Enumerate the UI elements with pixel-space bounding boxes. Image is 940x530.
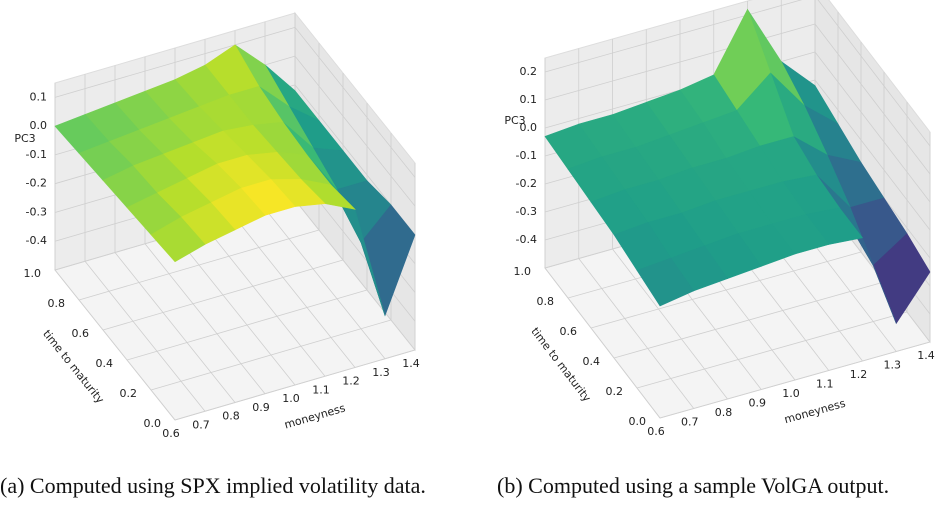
z-axis-label: PC3 bbox=[14, 132, 35, 145]
grid-line bbox=[234, 217, 356, 368]
z-tick-label: 0.0 bbox=[520, 121, 538, 134]
x-axis-label: moneyness bbox=[783, 397, 847, 427]
y-tick-label: 0.6 bbox=[560, 325, 578, 338]
x-tick-label: 1.4 bbox=[917, 349, 935, 362]
surface-patch bbox=[150, 216, 206, 263]
grid-line bbox=[78, 229, 320, 301]
grid-line bbox=[578, 258, 695, 409]
grid-line bbox=[544, 267, 661, 419]
x-tick-label: 1.2 bbox=[342, 375, 360, 388]
y-tick-label: 0.2 bbox=[120, 387, 138, 400]
grid-line bbox=[659, 341, 931, 419]
grid-line bbox=[102, 259, 344, 331]
x-tick-label: 0.6 bbox=[647, 425, 665, 438]
grid-line bbox=[817, 0, 931, 147]
x-tick-label: 1.2 bbox=[850, 368, 868, 381]
x-tick-label: 0.8 bbox=[222, 410, 240, 423]
z-tick-label: -0.1 bbox=[26, 148, 47, 161]
caption-b: (b) Computed using a sample VolGA output… bbox=[497, 473, 890, 498]
z-axis-label: PC3 bbox=[504, 114, 525, 127]
grid-line bbox=[814, 23, 931, 175]
grid-line bbox=[174, 234, 296, 386]
grid-line bbox=[294, 199, 416, 351]
x-tick-label: 0.9 bbox=[252, 401, 270, 414]
figure: 0.60.70.80.91.01.11.21.31.40.00.20.40.60… bbox=[14, 0, 935, 440]
z-tick-label: -0.3 bbox=[26, 205, 47, 218]
x-tick-label: 0.7 bbox=[681, 416, 699, 429]
grid-line bbox=[54, 269, 176, 421]
y-tick-label: 1.0 bbox=[24, 267, 42, 280]
x-tick-label: 0.7 bbox=[192, 418, 210, 431]
z-tick-label: -0.4 bbox=[26, 234, 47, 247]
grid-line bbox=[174, 349, 416, 421]
z-tick-label: 0.1 bbox=[30, 90, 48, 103]
y-tick-label: 0.0 bbox=[144, 417, 162, 430]
y-tick-label: 0.8 bbox=[48, 297, 66, 310]
x-tick-label: 0.9 bbox=[749, 397, 767, 410]
x-tick-label: 1.1 bbox=[816, 378, 834, 391]
x-tick-label: 0.6 bbox=[162, 427, 180, 440]
x-tick-label: 1.0 bbox=[282, 392, 300, 405]
grid-line bbox=[814, 79, 931, 231]
z-tick-label: 0.1 bbox=[520, 93, 538, 106]
grid-line bbox=[126, 289, 368, 361]
y-tick-label: 0.0 bbox=[629, 415, 647, 428]
grid-line bbox=[54, 27, 296, 98]
z-tick-label: -0.2 bbox=[26, 177, 47, 190]
y-tick-label: 0.4 bbox=[96, 357, 114, 370]
grid-line bbox=[294, 55, 416, 207]
grid-line bbox=[590, 251, 862, 329]
x-tick-label: 1.3 bbox=[884, 359, 902, 372]
caption-a: (a) Computed using SPX implied volatilit… bbox=[0, 473, 426, 498]
grid-line bbox=[544, 0, 803, 73]
x-tick-label: 1.4 bbox=[402, 357, 420, 370]
y-tick-label: 0.6 bbox=[72, 327, 90, 340]
grid-line bbox=[114, 252, 236, 403]
grid-line bbox=[204, 226, 326, 377]
surface-patch bbox=[636, 257, 695, 307]
x-tick-label: 1.3 bbox=[372, 366, 390, 379]
grid-line bbox=[814, 51, 931, 203]
z-tick-label: -0.3 bbox=[516, 205, 537, 218]
y-tick-label: 0.4 bbox=[583, 355, 601, 368]
grid-line bbox=[636, 311, 908, 389]
grid-line bbox=[612, 248, 728, 400]
z-tick-label: 0.0 bbox=[30, 119, 48, 132]
grid-line bbox=[150, 319, 392, 391]
y-tick-label: 0.8 bbox=[537, 295, 555, 308]
x-axis-label: moneyness bbox=[283, 401, 347, 431]
grid-line bbox=[294, 27, 416, 178]
grid-line bbox=[84, 261, 206, 412]
grid-line bbox=[144, 243, 266, 394]
x-tick-label: 0.8 bbox=[715, 406, 733, 419]
grid-line bbox=[264, 208, 386, 359]
grid-line bbox=[613, 281, 885, 359]
z-tick-label: -0.1 bbox=[516, 149, 537, 162]
z-tick-label: 0.2 bbox=[520, 65, 538, 78]
z-tick-label: -0.2 bbox=[516, 177, 537, 190]
y-tick-label: 1.0 bbox=[514, 265, 532, 278]
x-tick-label: 1.0 bbox=[782, 387, 800, 400]
y-tick-label: 0.2 bbox=[606, 385, 624, 398]
x-tick-label: 1.1 bbox=[312, 383, 330, 396]
z-tick-label: -0.4 bbox=[516, 233, 537, 246]
grid-line bbox=[544, 23, 816, 101]
